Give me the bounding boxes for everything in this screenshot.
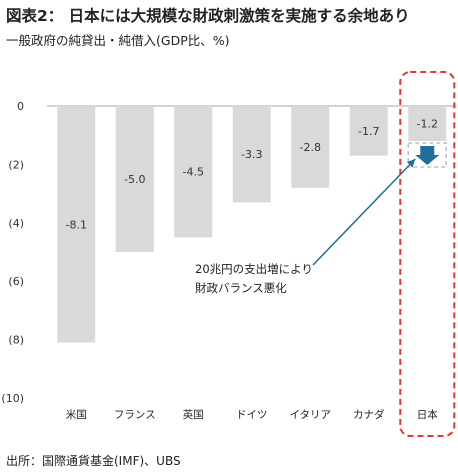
chart-subtitle: 一般政府の純貸出・純借入(GDP比、%) [6, 33, 230, 48]
bar [408, 106, 447, 142]
annotation-text: 20兆円の支出増により財政バランス悪化 [195, 262, 313, 295]
bar [232, 106, 271, 203]
y-axis: 0 (2) (4) (6) (8) (10) [1, 100, 24, 405]
category-label: フランス [114, 409, 156, 421]
category-label: イタリア [289, 409, 331, 421]
bar-value-label: -1.2 [417, 118, 438, 131]
bar [57, 106, 96, 343]
leader-line [312, 158, 416, 266]
value-labels: -8.1 -5.0 -4.5 -3.3 -2.8 -1.7 -1.2 [66, 118, 438, 232]
category-label: ドイツ [236, 409, 268, 421]
japan-projection-box [407, 142, 447, 168]
bar-value-label: -5.0 [124, 173, 145, 186]
y-tick-label: 0 [17, 100, 24, 113]
projection-outline [407, 142, 447, 168]
x-axis-categories: 米国 フランス 英国 ドイツ イタリア カナダ 日本 [66, 408, 438, 421]
bars [57, 106, 447, 343]
y-tick-label: (8) [8, 334, 24, 347]
bar [349, 106, 388, 156]
bar-value-label: -4.5 [183, 166, 204, 179]
down-arrow-icon [415, 146, 440, 166]
y-tick-label: (10) [1, 392, 24, 405]
bar-value-label: -1.7 [358, 125, 379, 138]
y-tick-label: (4) [8, 217, 24, 230]
bar-value-label: -2.8 [300, 141, 321, 154]
source-note: 出所：国際通貨基金(IMF)、UBS [6, 454, 181, 468]
bar [174, 106, 213, 238]
category-label: カナダ [353, 408, 385, 421]
category-label: 米国 [66, 408, 87, 421]
bar [115, 106, 154, 252]
bar [291, 106, 330, 188]
bar-value-label: -3.3 [241, 148, 262, 161]
category-label: 英国 [183, 408, 204, 421]
annotation-leader-arrow [312, 158, 416, 266]
japan-highlight-box [399, 71, 456, 437]
chart-title: 図表2： 日本には大規模な財政刺激策を実施する余地あり [6, 7, 410, 25]
y-tick-label: (2) [8, 158, 24, 171]
leader-arrowhead-icon [406, 159, 416, 168]
category-label: 日本 [417, 408, 438, 421]
bar-value-label: -8.1 [66, 218, 87, 231]
y-tick-label: (6) [8, 275, 24, 288]
